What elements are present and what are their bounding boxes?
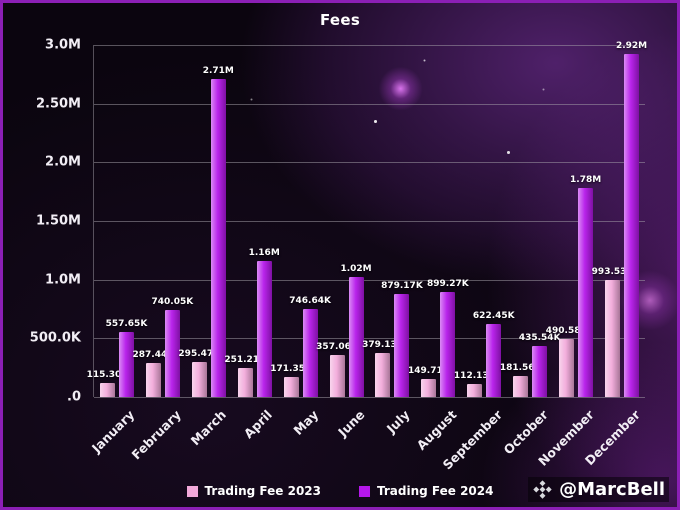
bar-trading-fee-2023-september (467, 383, 483, 397)
gridline (94, 103, 645, 105)
bar-group-february: 287.44K 740.05K February (128, 45, 193, 462)
bar-trading-fee-2023-may (283, 376, 299, 397)
bar-group-december: 993.53K 2.92M December (582, 41, 648, 468)
y-tick-label: 1.0M (45, 272, 81, 288)
bar-group-june: 357.06K 1.02M June (316, 45, 372, 439)
bar-trading-fee-2023-october (513, 375, 529, 397)
bar-trading-fee-2023-january (99, 383, 115, 397)
y-tick-label: .0 (67, 389, 81, 405)
bar-group-january: 115.30K 557.65K January (87, 45, 148, 456)
bar-value-label: 379.13K (362, 339, 404, 350)
bar-trading-fee-2023-august (421, 379, 437, 397)
bar-group-august: 149.71K 899.27K August (408, 45, 469, 453)
bar-group-march: 295.47K 2.71M March (178, 45, 234, 448)
bar-value-label: 149.71K (408, 366, 450, 377)
x-tick-label: March (188, 407, 230, 449)
y-tick-label: 1.50M (35, 213, 81, 229)
bar-value-label: 2.71M (202, 66, 234, 77)
bar-value-label: 490.58K (545, 326, 588, 337)
gridline (94, 397, 645, 398)
legend-swatch (359, 485, 370, 497)
bar-value-label: 115.30K (86, 370, 129, 381)
bar-group-april: 251.21K 1.16M April (224, 45, 280, 441)
bar-value-label: 2.92M (615, 41, 648, 52)
bar-trading-fee-2024-june (348, 277, 364, 397)
bar-value-label: 557.65K (105, 318, 148, 329)
x-tick-label: June (334, 407, 368, 440)
bar-group-october: 181.56K 435.54K October (500, 45, 561, 457)
bar-value-label: 879.17K (381, 280, 423, 291)
x-tick-label: August (413, 407, 459, 453)
bar-trading-fee-2024-november (578, 188, 594, 397)
bar-value-label: 112.13K (453, 370, 496, 381)
y-tick-label: 500.0K (29, 330, 81, 346)
bar-group-may: 171.35K 746.64K May (270, 45, 331, 437)
x-tick-label: April (241, 407, 276, 442)
legend-label: Trading Fee 2023 (204, 484, 321, 498)
legend-item-trading-fee-2024: Trading Fee 2024 (359, 484, 493, 498)
bar-trading-fee-2024-july (394, 293, 410, 397)
bar-trading-fee-2024-march (210, 79, 226, 397)
gridline (94, 279, 645, 281)
bar-value-label: 295.47K (178, 349, 221, 360)
bar-value-label: 1.02M (340, 264, 372, 275)
gridline (94, 162, 645, 164)
bar-trading-fee-2024-september (486, 323, 502, 397)
gridline (94, 45, 645, 46)
bar-value-label: 357.06K (316, 342, 358, 353)
bar-value-label: 746.64K (289, 296, 331, 307)
bar-group-july: 379.13K 879.17K July (362, 45, 423, 436)
bar-value-label: 181.56K (499, 362, 542, 373)
x-tick-label: May (290, 407, 322, 438)
bar-trading-fee-2023-july (375, 352, 391, 397)
gridline (94, 221, 645, 222)
bar-trading-fee-2024-may (302, 309, 318, 397)
bar-value-label: 622.45K (472, 310, 515, 321)
watermark: @MarcBell (528, 477, 669, 502)
bar-trading-fee-2024-december (624, 54, 640, 397)
bar-trading-fee-2024-august (440, 291, 456, 397)
bar-group-november: 490.58K 1.78M November (535, 45, 602, 469)
bar-value-label: 171.35K (270, 363, 312, 374)
bar-trading-fee-2024-october (532, 345, 548, 397)
legend-item-trading-fee-2023: Trading Fee 2023 (186, 484, 321, 498)
bar-value-label: 1.16M (248, 247, 280, 258)
bar-trading-fee-2023-march (191, 362, 207, 397)
y-tick-label: 2.50M (35, 96, 81, 112)
bar-group-september: 112.13K 622.45K September (439, 45, 514, 472)
binance-logo-icon (533, 480, 552, 499)
legend-swatch (186, 485, 198, 497)
star-dots-decoration (3, 3, 4, 4)
gridline (94, 338, 645, 340)
bar-trading-fee-2024-january (118, 331, 134, 397)
bar-value-label: 1.78M (570, 175, 602, 186)
bar-trading-fee-2023-november (559, 339, 575, 397)
bar-trading-fee-2024-april (256, 260, 272, 397)
bar-trading-fee-2024-february (164, 310, 180, 397)
bar-value-label: 740.05K (151, 297, 194, 308)
plot-area: 115.30K 557.65K January 287.44K 740.05K Febru… (87, 41, 648, 472)
y-tick-label: 2.0M (45, 154, 81, 170)
bar-trading-fee-2023-april (237, 367, 253, 397)
bar-value-label: 287.44K (132, 350, 175, 361)
bar-value-label: 435.54K (518, 332, 561, 343)
legend-label: Trading Fee 2024 (377, 484, 494, 498)
bar-value-label: 993.53K (591, 267, 634, 278)
y-tick-label: 3.0M (45, 37, 81, 53)
legend: Trading Fee 2023 Trading Fee 2024 (3, 484, 677, 498)
bar-value-label: 251.21K (224, 354, 267, 365)
watermark-handle: @MarcBell (559, 479, 665, 500)
bar-value-label: 899.27K (427, 278, 469, 289)
bar-trading-fee-2023-december (605, 280, 621, 397)
bar-trading-fee-2023-february (145, 363, 161, 397)
chart-title: Fees (319, 11, 361, 29)
y-axis: .0 500.0K 1.0M 1.50M 2.0M 2.50M 3.0M (3, 38, 89, 405)
x-tick-label: July (384, 407, 414, 436)
bar-trading-fee-2023-june (329, 355, 345, 397)
